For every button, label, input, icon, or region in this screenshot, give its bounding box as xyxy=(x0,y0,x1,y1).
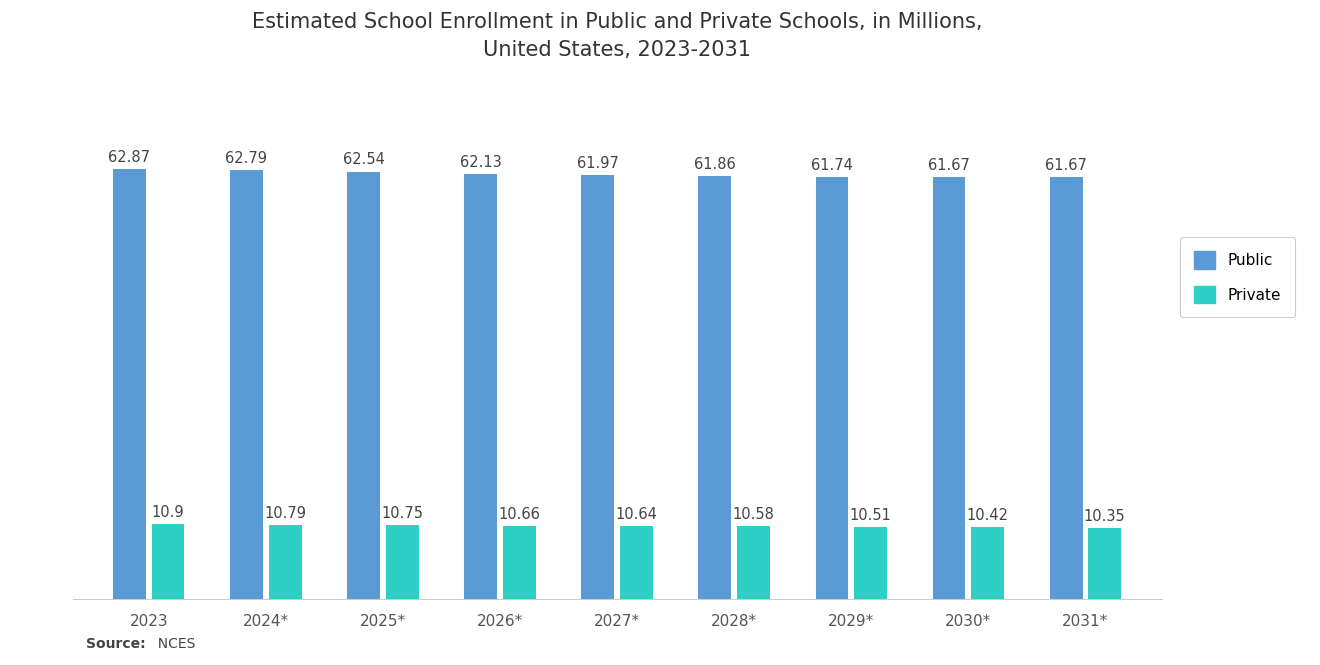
Bar xyxy=(152,524,185,598)
Text: 10.35: 10.35 xyxy=(1084,509,1126,524)
Bar xyxy=(698,176,731,598)
Text: 10.79: 10.79 xyxy=(264,506,306,521)
Text: 61.86: 61.86 xyxy=(694,157,735,172)
Bar xyxy=(972,527,1005,598)
Bar xyxy=(347,172,380,598)
Bar xyxy=(114,170,145,598)
Text: Source:: Source: xyxy=(86,637,145,652)
Bar xyxy=(933,178,965,598)
Text: 61.74: 61.74 xyxy=(810,158,853,173)
Text: 62.54: 62.54 xyxy=(343,152,384,168)
Legend: Public, Private: Public, Private xyxy=(1180,237,1295,317)
Text: 10.42: 10.42 xyxy=(966,508,1008,523)
Bar xyxy=(1089,528,1121,598)
Bar xyxy=(620,526,653,598)
Text: 62.87: 62.87 xyxy=(108,150,150,165)
Text: NCES: NCES xyxy=(149,637,195,652)
Text: 10.75: 10.75 xyxy=(381,506,424,521)
Bar xyxy=(854,527,887,598)
Text: 10.9: 10.9 xyxy=(152,505,185,520)
Bar xyxy=(465,174,498,598)
Text: 61.67: 61.67 xyxy=(928,158,970,174)
Bar xyxy=(737,526,770,598)
Bar xyxy=(581,176,614,598)
Bar xyxy=(503,526,536,598)
Text: 10.64: 10.64 xyxy=(615,507,657,522)
Text: 61.67: 61.67 xyxy=(1045,158,1088,174)
Text: 62.79: 62.79 xyxy=(226,151,268,166)
Bar xyxy=(385,525,418,598)
Text: 61.97: 61.97 xyxy=(577,156,619,172)
Text: 10.66: 10.66 xyxy=(499,507,540,521)
Text: 62.13: 62.13 xyxy=(459,155,502,170)
Bar xyxy=(269,525,301,598)
Title: Estimated School Enrollment in Public and Private Schools, in Millions,
United S: Estimated School Enrollment in Public an… xyxy=(252,12,982,60)
Bar xyxy=(816,177,849,598)
Bar xyxy=(230,170,263,598)
Bar xyxy=(1049,178,1082,598)
Text: 10.51: 10.51 xyxy=(850,507,891,523)
Text: 10.58: 10.58 xyxy=(733,507,775,522)
